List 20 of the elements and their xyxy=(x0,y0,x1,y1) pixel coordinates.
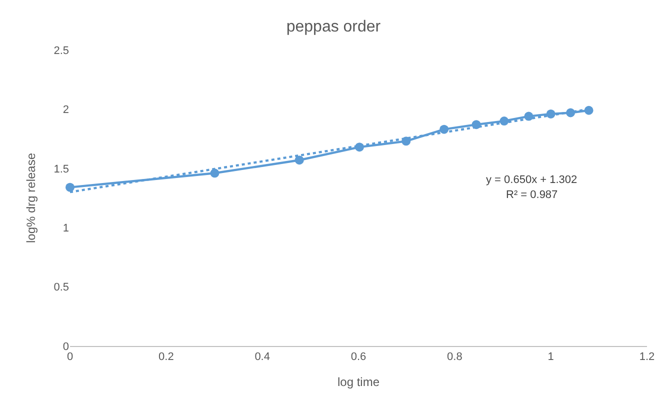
annotation: R² = 0.987 xyxy=(506,189,558,201)
point xyxy=(210,168,220,178)
x-tick-label: 0.4 xyxy=(254,351,270,364)
y-tick-label: 0.5 xyxy=(54,282,69,294)
x-tick-label: 0.6 xyxy=(350,351,366,364)
y-axis-title: log% drg release xyxy=(24,152,38,244)
y-tick-label: 2.5 xyxy=(54,44,69,57)
x-tick-label: 0.2 xyxy=(158,351,174,364)
y-tick-label: 2 xyxy=(62,104,69,116)
x-tick-label: 0.8 xyxy=(447,351,462,364)
point xyxy=(294,156,304,165)
annotation: y = 0.650x + 1.302 xyxy=(486,174,578,186)
x-tick-label: 1 xyxy=(548,351,554,364)
chart-title: peppas order xyxy=(286,18,382,36)
point xyxy=(66,182,74,192)
x-axis-title: log time xyxy=(337,375,380,390)
x-tick-label: 1.2 xyxy=(639,351,655,364)
y-tick-label: 1 xyxy=(62,222,69,234)
y-tick-label: 0 xyxy=(62,340,69,353)
y-tick-label: 1.5 xyxy=(54,163,69,176)
